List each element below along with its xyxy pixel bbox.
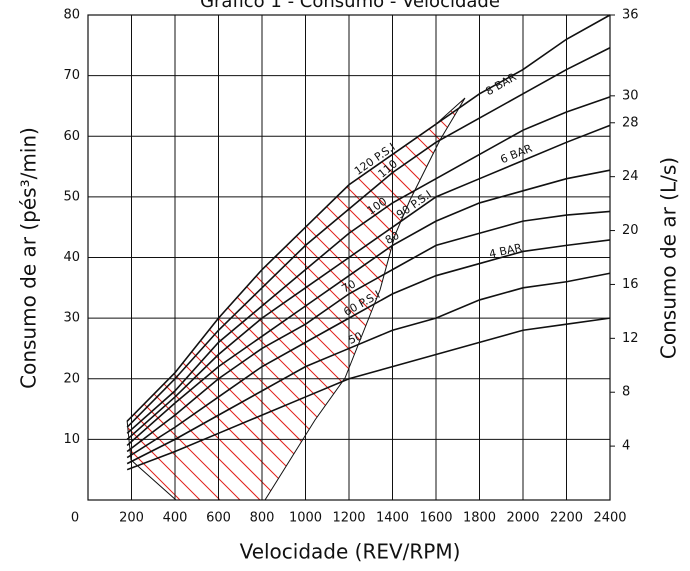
- x-tick-label: 1000: [289, 511, 322, 526]
- curve: [126, 272, 611, 465]
- curve: [126, 210, 611, 453]
- y-axis-label: Consumo de ar (pés³/min): [17, 127, 41, 389]
- x-tick-label: 1800: [463, 511, 496, 526]
- y-tick-label: 20: [63, 371, 80, 386]
- x-tick-label: 0: [71, 511, 79, 526]
- hatch-line: [127, 98, 331, 500]
- x-tick-label: 2200: [550, 511, 583, 526]
- plot-frame: [87, 14, 611, 501]
- hatch-line: [127, 98, 271, 500]
- curve: [126, 169, 611, 447]
- x-tick-label: 2400: [593, 511, 626, 526]
- hatch-line: [127, 98, 211, 500]
- x-tick-label: 1600: [419, 511, 452, 526]
- hatch-line: [279, 98, 466, 500]
- y-tick-label: 50: [63, 189, 80, 204]
- y2-tick-label: 24: [622, 169, 639, 184]
- hatch-line: [439, 98, 466, 500]
- hatch-line: [339, 98, 466, 500]
- hatch-line: [179, 98, 466, 500]
- hatch-line: [127, 98, 391, 500]
- chart-title: Gráfico 1 - Consumo - Velocidade: [200, 0, 500, 12]
- y2-tick-label: 30: [622, 88, 639, 103]
- hatch-line: [459, 98, 466, 500]
- y-tick-label: 80: [63, 8, 80, 23]
- hatch-line: [127, 98, 231, 500]
- x-tick-label: 800: [250, 511, 275, 526]
- y-tick-label: 40: [63, 250, 80, 265]
- hatch-line: [127, 98, 466, 500]
- hatch-line: [319, 98, 466, 500]
- y-tick-label: 60: [63, 129, 80, 144]
- curve: [126, 14, 611, 422]
- hatch-line: [379, 98, 466, 500]
- curve-label: 50: [346, 330, 364, 347]
- y2-tick-label: 16: [622, 277, 639, 292]
- y2-axis-label: Consumo de ar (L/s): [657, 157, 681, 359]
- y-tick-label: 70: [63, 68, 80, 83]
- curve: [126, 47, 611, 428]
- annotation: 8 BAR: [483, 70, 519, 98]
- y2-tick-label: 36: [622, 8, 639, 23]
- hatch-line: [127, 98, 466, 500]
- x-tick-label: 1400: [376, 511, 409, 526]
- x-tick-label: 600: [206, 511, 231, 526]
- y2-tick-label: 8: [622, 385, 630, 400]
- curve: [126, 96, 611, 434]
- y2-tick-label: 4: [622, 439, 630, 454]
- hatch-line: [127, 98, 291, 500]
- curve-label: 70: [339, 277, 358, 295]
- hatch-line: [127, 98, 351, 500]
- y2-tick-label: 28: [622, 115, 639, 130]
- x-tick-label: 1200: [332, 511, 365, 526]
- y2-tick-label: 20: [622, 223, 639, 238]
- curve: [126, 239, 611, 459]
- x-tick-label: 200: [119, 511, 144, 526]
- hatch-line: [127, 98, 466, 500]
- hatch-line: [0, 80, 90, 530]
- curve: [126, 317, 611, 471]
- curve: [126, 124, 611, 440]
- hatch-line: [127, 98, 311, 500]
- y2-tick-label: 12: [622, 331, 639, 346]
- x-tick-label: 2000: [506, 511, 539, 526]
- y-tick-label: 30: [63, 311, 80, 326]
- x-tick-label: 400: [163, 511, 188, 526]
- x-axis-label: Velocidade (REV/RPM): [240, 540, 461, 564]
- y-tick-label: 10: [63, 432, 80, 447]
- hatch-line: [399, 98, 466, 500]
- curve-label: 80: [383, 229, 402, 247]
- hatch-line: [680, 80, 690, 530]
- hatch-line: [127, 98, 371, 500]
- hatch-line: [199, 98, 466, 500]
- hatch-line: [219, 98, 466, 500]
